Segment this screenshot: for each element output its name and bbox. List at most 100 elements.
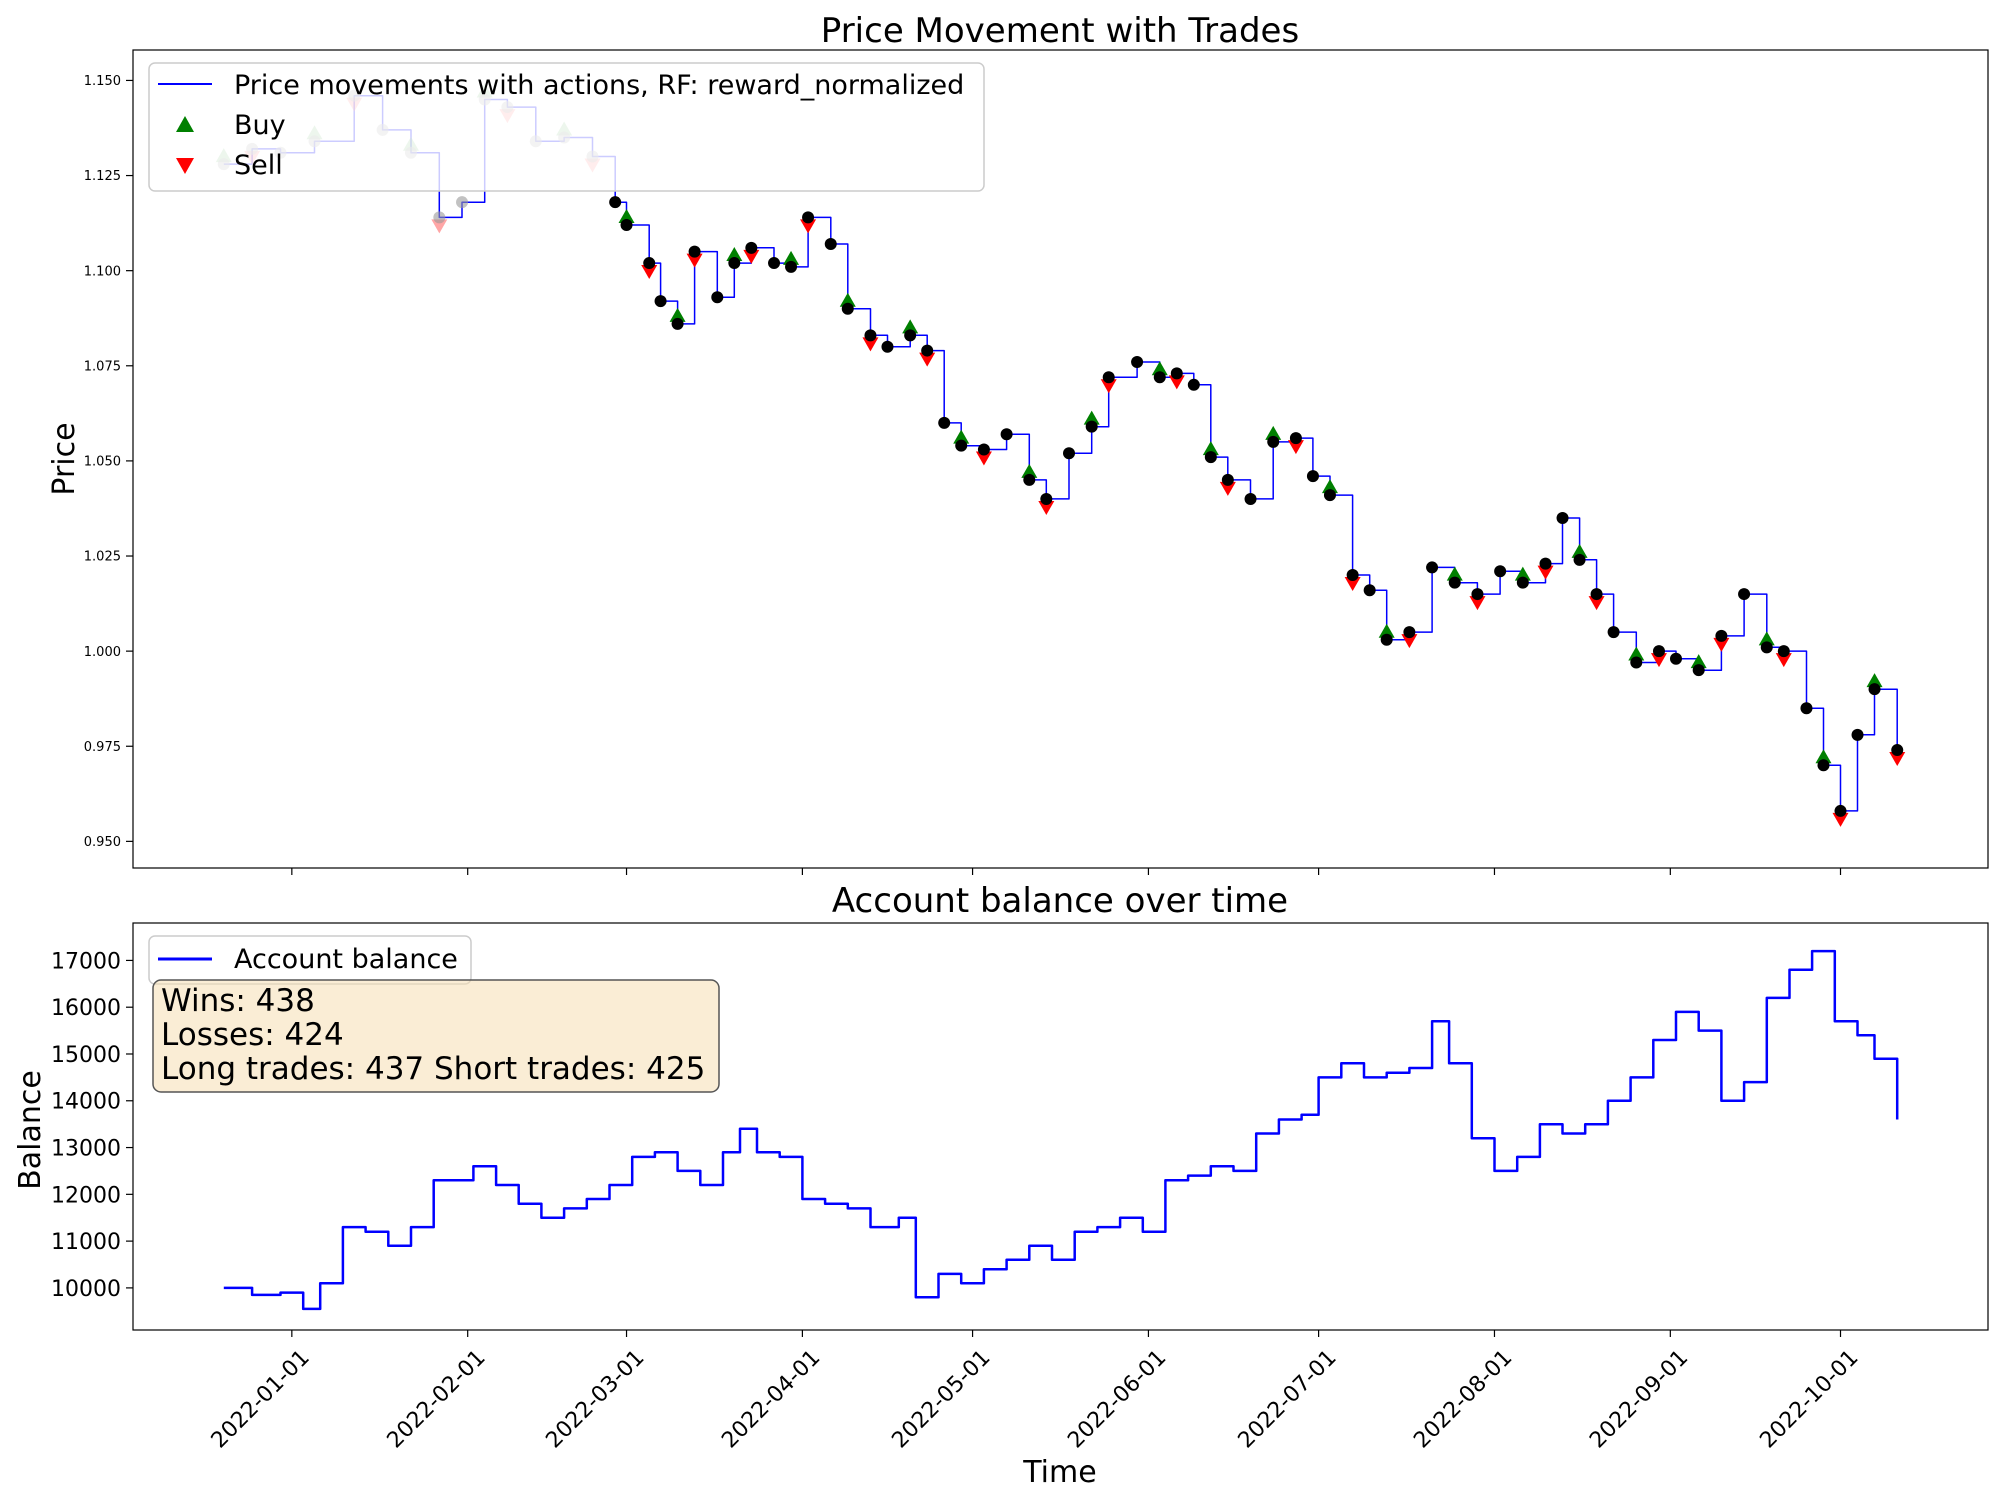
losses-stat: Losses: 424 [161, 1017, 344, 1053]
buy-marker-icon [176, 116, 194, 132]
trade-point [1000, 428, 1013, 441]
trade-point [1800, 702, 1813, 715]
sell-marker [1832, 812, 1849, 827]
y-tick-label: 1.150 [84, 74, 121, 89]
y-tick-label: 14000 [51, 1090, 121, 1115]
trade-point [785, 260, 798, 273]
price-chart: Price Movement with Trades 0.950 0.975 1.0… [47, 11, 1989, 875]
trade-point [1516, 576, 1529, 589]
y-tick-label: 13000 [51, 1136, 121, 1161]
x-tick-label: 2022-07-01 [1234, 1345, 1342, 1453]
buy-marker [726, 247, 743, 262]
buy-marker [618, 209, 635, 224]
y-tick-label: 1.075 [84, 359, 121, 374]
trade-point [1669, 652, 1682, 665]
trade-point [1040, 492, 1053, 505]
trade-point [1471, 588, 1484, 601]
trade-point [1891, 744, 1904, 757]
y-tick-label: 1.125 [84, 169, 121, 184]
price-chart-title: Price Movement with Trades [821, 11, 1299, 51]
trade-point [654, 295, 667, 308]
balance-marks [223, 949, 1899, 1311]
trade-point [620, 219, 633, 232]
sell-marker [431, 219, 448, 234]
trade-point [745, 241, 758, 254]
trade-point [1652, 645, 1665, 658]
legend-balance-label: Account balance [234, 944, 458, 975]
trade-point [1590, 588, 1603, 601]
trade-counts-stat: Long trades: 437 Short trades: 425 [161, 1051, 705, 1087]
trade-point [1607, 626, 1620, 639]
sell-marker [1775, 653, 1792, 668]
y-tick-label: 11000 [51, 1230, 121, 1255]
series-line-0 [223, 949, 1899, 1311]
buy-marker [953, 429, 970, 444]
trade-point [1323, 489, 1336, 502]
trade-point [1556, 511, 1569, 524]
price-y-axis-label: Price [47, 422, 82, 495]
sell-marker [743, 249, 760, 264]
buy-marker [1446, 566, 1463, 581]
sell-marker [1038, 500, 1055, 515]
buy-marker [1378, 623, 1395, 638]
trade-point [864, 329, 877, 342]
trade-point [824, 238, 837, 251]
y-tick-label: 16000 [51, 996, 121, 1021]
sell-marker [1469, 596, 1486, 611]
sell-marker [1219, 481, 1236, 496]
sell-marker [1344, 577, 1361, 592]
buy-marker [1514, 566, 1531, 581]
trade-point [1539, 557, 1552, 570]
sell-marker [1537, 565, 1554, 580]
y-tick-label: 0.975 [84, 740, 121, 755]
trade-point [1289, 432, 1302, 445]
trade-point [711, 291, 724, 304]
price-legend[interactable]: Price movements with actions, RF: reward… [148, 62, 985, 192]
trade-point [1868, 683, 1881, 696]
trade-point [1777, 645, 1790, 658]
sell-marker [1588, 596, 1605, 611]
y-tick-label: 15000 [51, 1043, 121, 1068]
buy-marker [1202, 441, 1219, 456]
buy-marker [1571, 543, 1588, 558]
buy-marker [1321, 479, 1338, 494]
trade-point [904, 329, 917, 342]
y-tick-label: 1.100 [84, 264, 121, 279]
trade-point [1573, 553, 1586, 566]
x-tick-label: 2022-10-01 [1755, 1345, 1863, 1453]
trade-point [1426, 561, 1439, 574]
sell-marker [800, 219, 817, 234]
x-tick-label: 2022-03-01 [541, 1345, 649, 1453]
trade-point [921, 344, 934, 357]
trade-point [1204, 451, 1217, 464]
trade-point [1102, 371, 1115, 384]
trade-point [881, 340, 894, 353]
x-tick-label: 2022-04-01 [717, 1345, 825, 1453]
buy-marker [1866, 673, 1883, 688]
trade-point [1448, 576, 1461, 589]
y-tick-label: 1.025 [84, 550, 121, 565]
x-tick-label: 2022-06-01 [1063, 1345, 1171, 1453]
balance-legend[interactable]: Account balance [148, 935, 472, 985]
trade-point [1023, 473, 1036, 486]
trade-point [1153, 371, 1166, 384]
trade-point [1834, 804, 1847, 817]
trade-point [1851, 728, 1864, 741]
sell-marker [1889, 752, 1906, 767]
trade-point [609, 196, 622, 209]
sell-marker-icon [176, 158, 194, 174]
x-tick-label: 2022-02-01 [383, 1345, 491, 1453]
legend-sell-label: Sell [234, 150, 283, 181]
x-axis-label: Time [1022, 1455, 1096, 1490]
sell-marker [1287, 440, 1304, 455]
trade-point [1063, 447, 1076, 460]
trade-point [1738, 588, 1751, 601]
trade-point [1630, 656, 1643, 669]
balance-x-axis: 2022-01-01 2022-02-01 2022-03-01 2022-04-01… [207, 1330, 1864, 1453]
sell-marker [1100, 379, 1117, 394]
trade-point [1494, 565, 1507, 578]
trade-point [1363, 584, 1376, 597]
balance-chart: Account balance over time 10000 11000 1200… [13, 881, 1989, 1490]
y-tick-label: 17000 [51, 949, 121, 974]
